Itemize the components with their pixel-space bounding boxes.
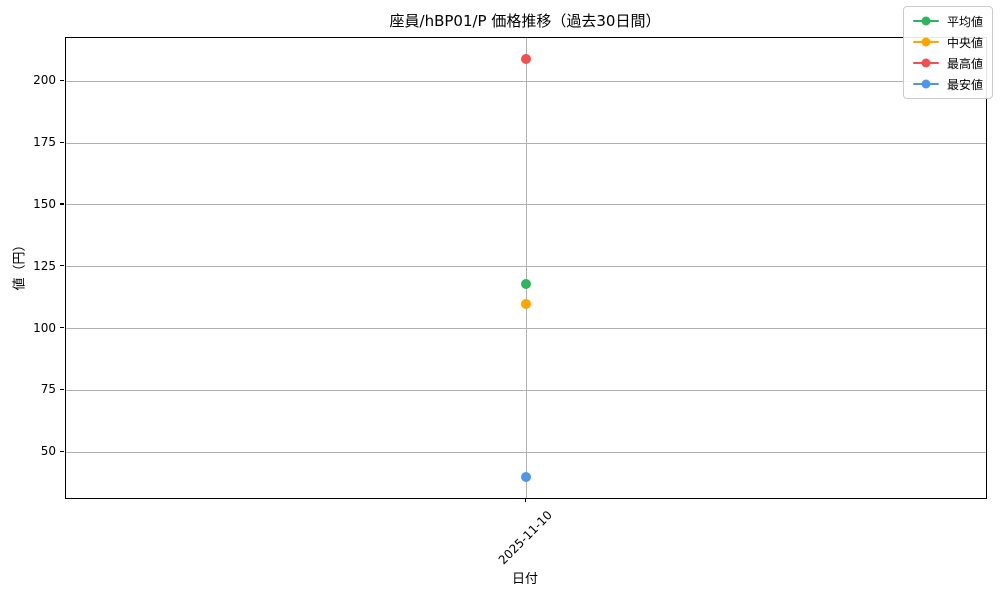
x-tick-mark: [524, 498, 526, 502]
legend-item-平均値: 平均値: [912, 13, 983, 29]
y-tick-label: 150: [33, 196, 56, 211]
legend-label: 平均値: [946, 14, 983, 29]
y-tick-mark: [60, 450, 64, 452]
chart-title: 座員/hBP01/P 価格推移（過去30日間）: [389, 12, 661, 30]
legend-dot: [921, 37, 931, 47]
y-tick-label: 100: [33, 320, 56, 335]
data-point-最高値: [521, 54, 531, 65]
legend-dot: [921, 16, 931, 26]
legend-marker-icon: [912, 58, 939, 68]
data-point-中央値: [521, 298, 531, 309]
y-tick-mark: [60, 265, 64, 267]
y-tick-label: 75: [40, 382, 56, 397]
y-tick-label: 125: [33, 258, 56, 273]
legend-label: 最安値: [946, 77, 983, 92]
y-tick-mark: [60, 141, 64, 143]
legend: 平均値中央値最高値最安値: [902, 6, 993, 99]
legend-item-最安値: 最安値: [912, 76, 983, 92]
x-axis-label: 日付: [511, 572, 538, 587]
y-tick-mark: [60, 79, 64, 81]
legend-item-中央値: 中央値: [912, 34, 983, 50]
plot-area: [65, 37, 987, 499]
y-tick-mark: [60, 388, 64, 391]
y-axis-label: 値（円）: [12, 238, 28, 291]
y-tick-label: 50: [40, 444, 56, 459]
y-tick-mark: [60, 327, 64, 329]
legend-dot: [921, 58, 931, 68]
y-tick-label: 175: [33, 135, 56, 150]
data-point-平均値: [521, 279, 531, 290]
y-tick-mark: [60, 203, 64, 205]
legend-label: 最高値: [946, 56, 983, 71]
legend-dot: [921, 79, 931, 89]
y-tick-label: 200: [33, 73, 56, 88]
legend-marker-icon: [912, 16, 939, 26]
legend-label: 中央値: [946, 35, 983, 50]
legend-marker-icon: [912, 37, 939, 47]
legend-item-最高値: 最高値: [912, 55, 983, 71]
x-gridline: [525, 38, 527, 498]
legend-marker-icon: [912, 79, 939, 89]
data-point-最安値: [521, 471, 531, 482]
